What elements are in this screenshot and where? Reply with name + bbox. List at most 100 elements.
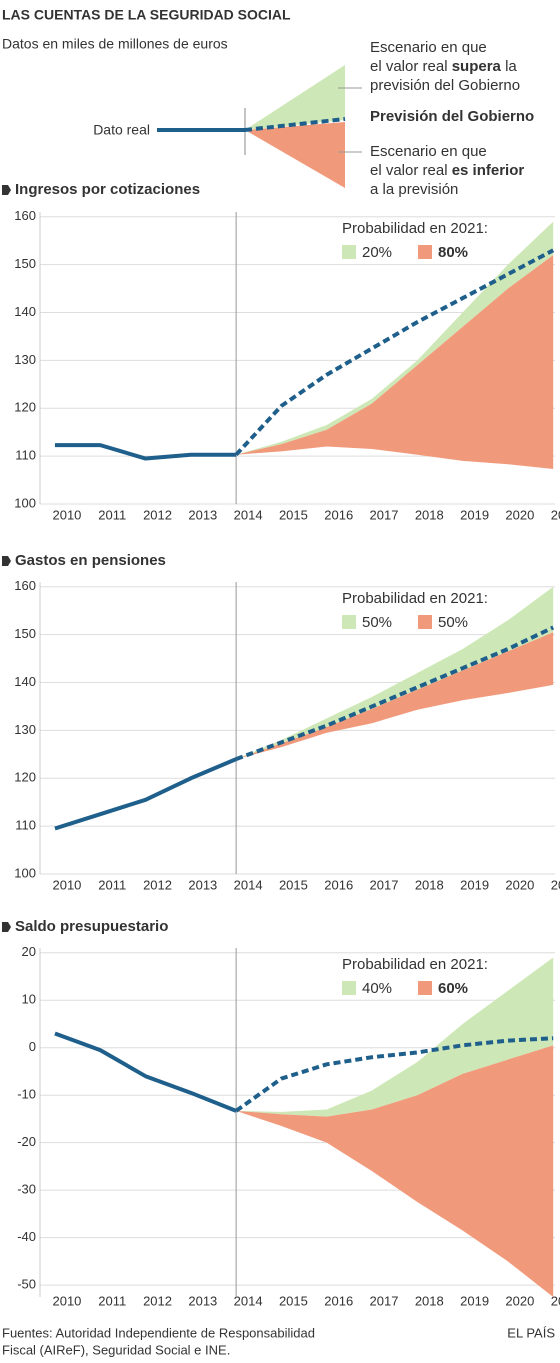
band-area	[236, 1045, 554, 1297]
x-tick-label: 2018	[415, 1293, 444, 1308]
legend-label: 50%	[362, 614, 392, 631]
y-tick-label: 110	[15, 448, 36, 463]
legend-scenario: a la previsión	[370, 181, 458, 198]
y-tick-label: 150	[14, 256, 36, 271]
legend-upper-area	[245, 65, 345, 130]
legend-swatch	[342, 981, 356, 995]
x-tick-label: 2021	[551, 1293, 560, 1308]
legend-scenario: Escenario en que	[370, 143, 487, 160]
y-tick-label: 130	[14, 722, 36, 737]
legend-swatch	[418, 245, 432, 259]
y-tick-label: 10	[22, 992, 36, 1007]
x-tick-label: 2014	[234, 1293, 263, 1308]
x-tick-label: 2013	[188, 877, 217, 892]
legend-text: Escenario en que	[370, 39, 487, 56]
legend-title: Probabilidad en 2021:	[342, 956, 488, 973]
x-tick-label: 2014	[234, 877, 263, 892]
legend-text: la	[501, 58, 518, 75]
y-tick-label: -10	[17, 1087, 36, 1102]
band-area	[236, 632, 554, 760]
legend-lower-area	[245, 122, 345, 188]
y-tick-label: 150	[14, 626, 36, 641]
legend-label: 80%	[438, 244, 468, 261]
x-tick-label: 2017	[370, 507, 399, 522]
title-marker	[2, 556, 11, 566]
y-tick-label: 140	[14, 674, 36, 689]
line	[54, 757, 237, 831]
x-tick-label: 2016	[324, 1293, 353, 1308]
x-tick-label: 2020	[505, 877, 534, 892]
legend-label: 20%	[362, 244, 392, 261]
chart-title: Saldo presupuestario	[15, 918, 168, 935]
title-marker	[2, 185, 11, 195]
x-tick-label: 2015	[279, 507, 308, 522]
legend-label: 60%	[438, 980, 468, 997]
page-title: LAS CUENTAS DE LA SEGURIDAD SOCIAL	[2, 7, 291, 23]
y-tick-label: 110	[15, 818, 36, 833]
brand: EL PAÍS	[507, 1325, 555, 1340]
y-tick-label: -30	[17, 1182, 36, 1197]
legend-text: Escenario en que	[370, 143, 487, 160]
x-tick-label: 2015	[279, 877, 308, 892]
subtitle: Datos en miles de millones de euros	[2, 36, 228, 52]
band-area	[236, 255, 554, 470]
x-tick-label: 2011	[98, 1293, 126, 1308]
legend-title: Probabilidad en 2021:	[342, 590, 488, 607]
x-tick-label: 2012	[143, 1293, 172, 1308]
x-tick-label: 2019	[460, 507, 489, 522]
source: Fiscal (AIReF), Seguridad Social e INE.	[2, 1342, 230, 1357]
y-tick-label: -40	[17, 1229, 36, 1244]
legend-swatch	[342, 615, 356, 629]
legend-swatch	[418, 981, 432, 995]
x-tick-label: 2020	[505, 1293, 534, 1308]
y-tick-label: -20	[17, 1134, 36, 1149]
y-tick-label: -50	[17, 1277, 36, 1292]
x-tick-label: 2010	[52, 1293, 81, 1308]
chart-title: Gastos en pensiones	[15, 552, 166, 569]
x-tick-label: 2010	[52, 507, 81, 522]
title-marker	[2, 922, 11, 932]
x-tick-label: 2014	[234, 507, 263, 522]
line	[235, 625, 555, 761]
legend-forecast: Previsión del Gobierno	[370, 108, 534, 125]
y-tick-label: 100	[14, 865, 36, 880]
y-tick-label: 130	[14, 352, 36, 367]
x-tick-label: 2018	[415, 507, 444, 522]
legend-label: 50%	[438, 614, 468, 631]
legend-swatch	[418, 615, 432, 629]
line	[234, 248, 555, 457]
line	[234, 1036, 554, 1113]
x-tick-label: 2016	[324, 507, 353, 522]
legend-scenario: previsión del Gobierno	[370, 77, 520, 94]
x-tick-label: 2013	[188, 507, 217, 522]
x-tick-label: 2015	[279, 1293, 308, 1308]
x-tick-label: 2011	[98, 507, 126, 522]
legend-scenario: el valor real es inferior	[370, 162, 524, 179]
chart-title: Ingresos por cotizaciones	[15, 181, 200, 198]
x-tick-label: 2012	[143, 507, 172, 522]
x-tick-label: 2019	[460, 1293, 489, 1308]
x-tick-label: 2021	[551, 507, 560, 522]
legend-title: Probabilidad en 2021:	[342, 220, 488, 237]
x-tick-label: 2017	[370, 877, 399, 892]
y-tick-label: 20	[22, 944, 36, 959]
legend-text: el valor real	[370, 58, 452, 75]
line	[54, 443, 237, 461]
y-tick-label: 160	[14, 578, 36, 593]
y-tick-label: 140	[14, 304, 36, 319]
y-tick-label: 160	[14, 208, 36, 223]
legend-text: previsión del Gobierno	[370, 77, 520, 94]
legend-actual: Dato real	[93, 122, 150, 138]
x-tick-label: 2016	[324, 877, 353, 892]
legend-label: 40%	[362, 980, 392, 997]
y-tick-label: 100	[14, 495, 36, 510]
legend-scenario: Escenario en que	[370, 39, 487, 56]
legend-text: es inferior	[452, 162, 525, 179]
legend-swatch	[342, 245, 356, 259]
x-tick-label: 2018	[415, 877, 444, 892]
y-tick-label: 120	[14, 770, 36, 785]
x-tick-label: 2019	[460, 877, 489, 892]
x-tick-label: 2010	[52, 877, 81, 892]
legend-scenario: el valor real supera la	[370, 58, 517, 75]
